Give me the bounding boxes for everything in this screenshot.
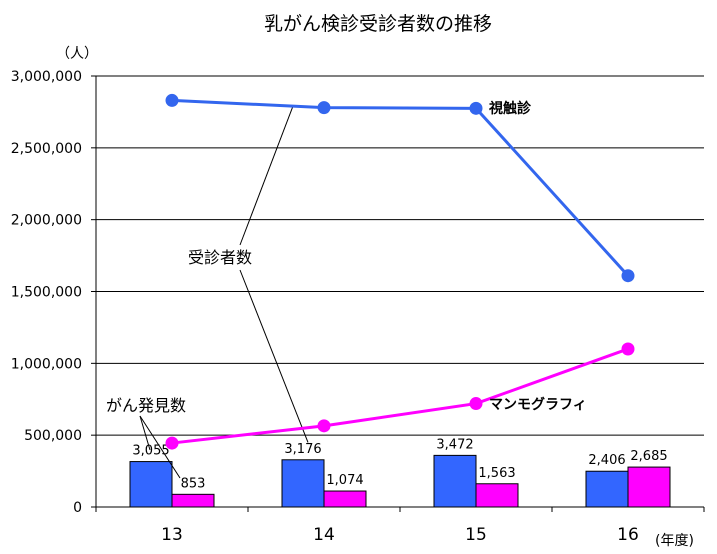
chart-title: 乳がん検診受診者数の推移 — [264, 13, 492, 35]
bar-data-label: 1,074 — [326, 473, 363, 488]
x-tick-label: 14 — [313, 525, 335, 545]
bar — [475, 483, 519, 508]
bar — [585, 470, 629, 508]
y-tick-labels: 0 500,000 1,000,000 1,500,000 2,000,000 2,500… — [11, 69, 82, 516]
bar — [323, 490, 367, 508]
y-tick-label: 3,000,000 — [11, 69, 82, 85]
data-point — [469, 101, 483, 115]
bar — [129, 461, 173, 508]
data-point — [165, 436, 179, 450]
x-tick-label: 13 — [161, 525, 183, 545]
bars — [129, 454, 671, 508]
series-label-visual: 視触診 — [488, 100, 532, 117]
bar-data-labels: 3,055 3,176 3,472 2,406 853 1,074 1,563 2,685 — [132, 437, 667, 491]
data-point — [621, 342, 635, 356]
leader-line — [139, 415, 181, 479]
x-tick-labels: 13 14 15 16 — [161, 525, 639, 545]
bar-data-label: 853 — [181, 476, 206, 491]
bar-data-label: 3,176 — [284, 442, 321, 457]
series-line — [171, 347, 629, 445]
bar-data-label: 3,055 — [132, 444, 169, 459]
x-tick-label: 16 — [617, 525, 639, 545]
axes — [91, 75, 705, 512]
bar-data-label: 1,563 — [478, 466, 515, 481]
y-tick-label: 0 — [73, 500, 82, 516]
series-label-mammography: マンモグラフィ — [489, 396, 587, 413]
x-tick-label: 15 — [465, 525, 487, 545]
bar-data-label: 3,472 — [436, 437, 473, 452]
bar-data-label: 2,406 — [588, 453, 625, 468]
bar — [171, 493, 215, 508]
bar — [433, 454, 477, 508]
data-point — [317, 101, 331, 115]
gridlines — [96, 75, 704, 436]
leader-line — [239, 105, 294, 246]
bar-data-label: 2,685 — [630, 449, 667, 464]
data-point — [469, 397, 483, 411]
annotation-leaders — [139, 105, 309, 479]
leader-line — [239, 269, 309, 443]
annotation-line-group: 受診者数 — [188, 248, 252, 267]
annotation-bar-group: がん発見数 — [106, 396, 186, 415]
y-tick-label: 2,500,000 — [11, 141, 82, 157]
line-series — [171, 98, 630, 445]
series-line — [171, 98, 630, 277]
data-point — [621, 269, 635, 283]
y-tick-label: 1,500,000 — [11, 285, 82, 301]
data-point — [317, 419, 331, 433]
data-point — [165, 93, 179, 107]
x-unit-label: (年度) — [655, 533, 694, 549]
bar — [281, 459, 325, 508]
line-points — [165, 93, 635, 450]
bar — [627, 466, 671, 508]
y-unit-label: （人） — [56, 46, 98, 62]
y-tick-label: 2,000,000 — [11, 213, 82, 229]
y-tick-label: 1,000,000 — [11, 356, 82, 372]
leader-line — [139, 415, 151, 451]
y-tick-label: 500,000 — [24, 428, 82, 444]
